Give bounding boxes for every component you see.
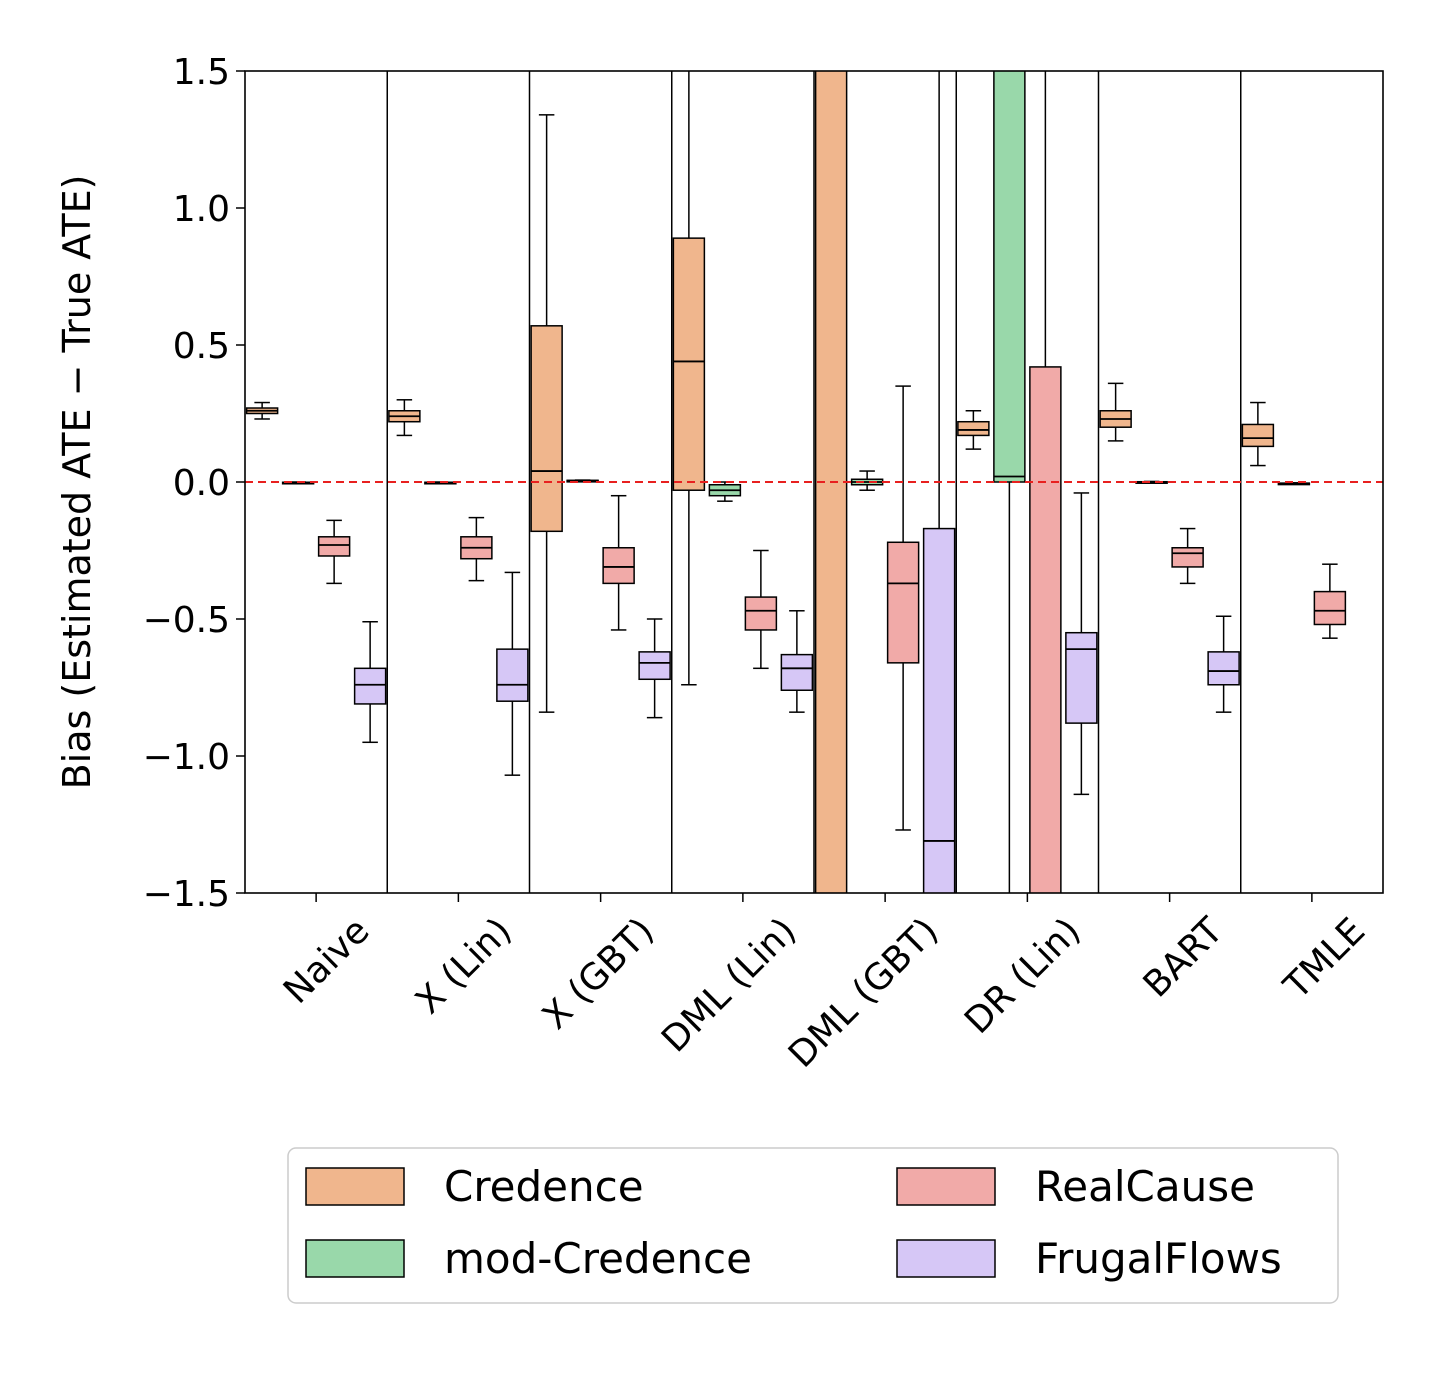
frugalflows-box xyxy=(353,620,387,744)
y-axis: 1.5 1.0 0.5 0.0 −0.5 −1.0 −1.5 xyxy=(143,52,245,915)
frugalflows-box-body xyxy=(353,667,387,705)
credence-box xyxy=(388,399,421,437)
realcause-box-body xyxy=(317,536,351,557)
legend: Credence mod-Credence RealCause FrugalFlows xyxy=(287,1147,1339,1304)
realcause-box xyxy=(744,549,778,670)
y-tick-label: −0.5 xyxy=(143,600,230,641)
credence-box-body xyxy=(530,325,563,533)
x-tick-label: DR (Lin) xyxy=(957,910,1089,1042)
box-series-layer xyxy=(245,71,1383,893)
realcause-box-body xyxy=(1313,590,1347,626)
x-tick-label: DML (GBT) xyxy=(781,910,946,1075)
x-tick-label: Naive xyxy=(276,910,377,1011)
y-tick-label: 1.0 xyxy=(173,189,230,230)
frugalflows-box xyxy=(496,571,529,776)
credence-box xyxy=(672,71,706,686)
frugalflows-box xyxy=(1207,615,1240,713)
frugalflows-box xyxy=(922,71,956,893)
y-axis-title: Bias (Estimated ATE − True ATE) xyxy=(55,175,99,790)
realcause-box xyxy=(886,385,920,831)
legend-swatch xyxy=(305,1167,405,1206)
credence-box xyxy=(1241,401,1275,467)
legend-swatch xyxy=(896,1167,996,1206)
mod-credence-box xyxy=(1277,482,1311,486)
legend-swatch xyxy=(305,1239,405,1278)
legend-frame xyxy=(287,1147,1339,1304)
frugalflows-box xyxy=(638,618,671,719)
legend-swatch xyxy=(896,1239,996,1278)
realcause-box xyxy=(1313,563,1347,639)
mod-credence-box xyxy=(993,71,1026,893)
realcause-box xyxy=(460,516,493,582)
realcause-box-body xyxy=(744,596,778,631)
realcause-box-body xyxy=(1029,366,1062,893)
x-tick-label: BART xyxy=(1136,910,1232,1006)
y-tick-label: −1.0 xyxy=(143,737,230,778)
realcause-box-body xyxy=(602,547,635,585)
frugalflows-box xyxy=(1065,492,1098,796)
y-tick-label: 0.0 xyxy=(173,463,230,504)
credence-box-body xyxy=(672,237,706,491)
legend-label: FrugalFlows xyxy=(1035,1234,1282,1283)
y-tick-label: 0.5 xyxy=(173,326,230,367)
x-tick-label: TMLE xyxy=(1276,910,1373,1007)
mod-credence-box xyxy=(708,481,742,502)
y-tick-label: 1.5 xyxy=(173,52,230,93)
legend-label: mod-Credence xyxy=(444,1234,752,1283)
realcause-box xyxy=(602,494,635,631)
realcause-box xyxy=(1029,71,1062,893)
x-tick-label: X (GBT) xyxy=(535,910,662,1037)
x-tick-label: DML (Lin) xyxy=(654,910,804,1060)
category-separators xyxy=(386,71,1242,893)
realcause-box-body xyxy=(1171,547,1204,568)
credence-box xyxy=(530,114,563,713)
frugalflows-box-body xyxy=(638,651,671,681)
credence-box-body xyxy=(1241,423,1275,448)
mod-credence-box-body xyxy=(993,71,1026,483)
frugalflows-box xyxy=(780,610,814,713)
credence-box xyxy=(245,401,279,420)
mod-credence-box xyxy=(850,470,884,491)
credence-box-body xyxy=(957,420,990,437)
frugalflows-box-body xyxy=(922,527,956,893)
frugalflows-box-body xyxy=(496,648,529,702)
legend-label: RealCause xyxy=(1035,1162,1255,1211)
realcause-box xyxy=(1171,527,1204,585)
x-tick-label: X (Lin) xyxy=(408,910,520,1022)
x-axis: Naive X (Lin) X (GBT)DML (Lin)DML (GBT) DR … xyxy=(276,893,1373,1076)
credence-box xyxy=(957,410,990,450)
frugalflows-box-body xyxy=(1065,631,1098,724)
credence-box xyxy=(1099,382,1132,442)
realcause-box xyxy=(317,519,351,585)
frugalflows-box-body xyxy=(1207,651,1240,686)
y-tick-label: −1.5 xyxy=(143,874,230,915)
legend-label: Credence xyxy=(444,1162,644,1211)
realcause-box-body xyxy=(886,541,920,664)
frugalflows-box-body xyxy=(780,653,814,691)
